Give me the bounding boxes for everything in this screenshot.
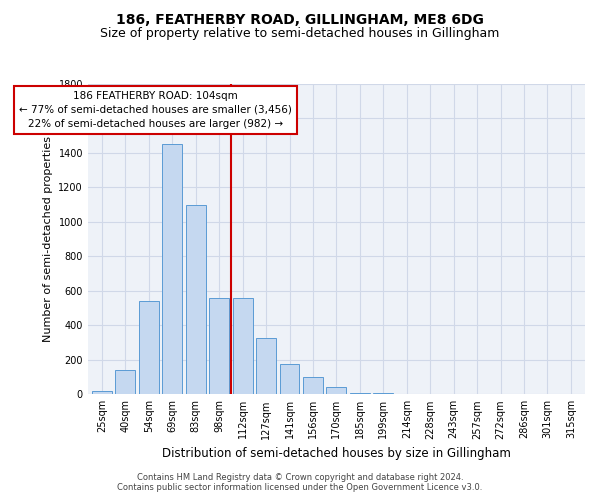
Bar <box>139 301 159 394</box>
Text: 186, FEATHERBY ROAD, GILLINGHAM, ME8 6DG: 186, FEATHERBY ROAD, GILLINGHAM, ME8 6DG <box>116 12 484 26</box>
Text: Contains HM Land Registry data © Crown copyright and database right 2024.
Contai: Contains HM Land Registry data © Crown c… <box>118 473 482 492</box>
Bar <box>303 377 323 394</box>
Bar <box>162 144 182 394</box>
Bar <box>92 391 112 394</box>
Y-axis label: Number of semi-detached properties: Number of semi-detached properties <box>43 136 53 342</box>
Bar <box>256 338 276 394</box>
Bar <box>115 370 136 394</box>
Bar <box>209 298 229 394</box>
Bar <box>350 392 370 394</box>
Bar <box>186 204 206 394</box>
Bar <box>326 386 346 394</box>
Text: 186 FEATHERBY ROAD: 104sqm
← 77% of semi-detached houses are smaller (3,456)
22%: 186 FEATHERBY ROAD: 104sqm ← 77% of semi… <box>19 91 292 129</box>
Bar <box>280 364 299 394</box>
Text: Size of property relative to semi-detached houses in Gillingham: Size of property relative to semi-detach… <box>100 28 500 40</box>
Bar <box>233 298 253 394</box>
X-axis label: Distribution of semi-detached houses by size in Gillingham: Distribution of semi-detached houses by … <box>162 447 511 460</box>
